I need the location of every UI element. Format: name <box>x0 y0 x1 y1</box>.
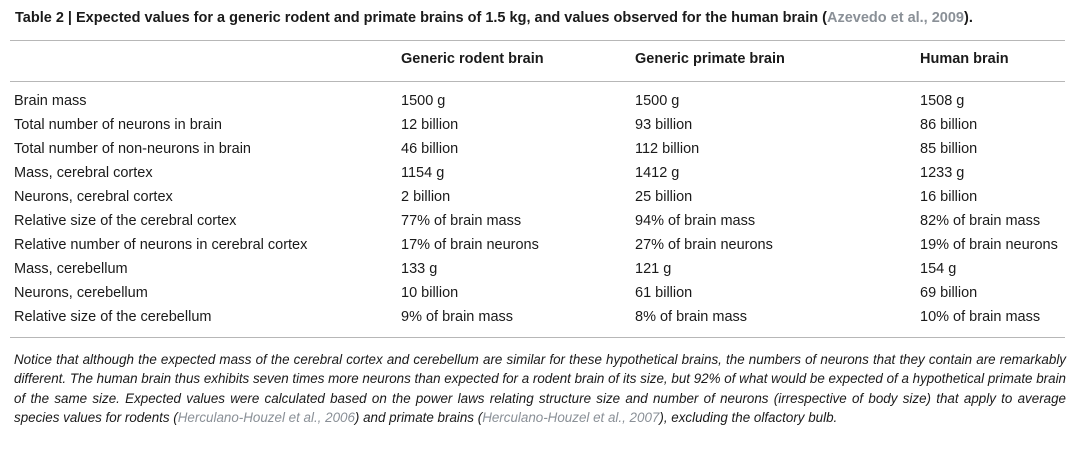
row-label: Mass, cerebellum <box>14 261 128 277</box>
row-label: Neurons, cerebral cortex <box>14 189 173 205</box>
table-row: Total number of non-neurons in brain 46 b… <box>0 137 1080 161</box>
table-cell: 61 billion <box>635 285 693 301</box>
column-header-rodent: Generic rodent brain <box>401 51 544 67</box>
column-header-primate: Generic primate brain <box>635 51 785 67</box>
table-cell: 69 billion <box>920 285 978 301</box>
table-cell: 77% of brain mass <box>401 213 522 229</box>
table-row: Total number of neurons in brain 12 billi… <box>0 113 1080 137</box>
table-cell: 9% of brain mass <box>401 309 514 325</box>
table-row: Neurons, cerebellum 10 billion 61 billion 6… <box>0 281 1080 305</box>
table-cell: 94% of brain mass <box>635 213 756 229</box>
table-top-rule <box>10 40 1065 41</box>
table-row: Mass, cerebellum 133 g 121 g 154 g <box>0 257 1080 281</box>
table-row: Relative size of the cerebral cortex 77% … <box>0 209 1080 233</box>
table-cell: 16 billion <box>920 189 978 205</box>
table-header-rule <box>10 81 1065 82</box>
row-label: Total number of non-neurons in brain <box>14 141 251 157</box>
table-cell: 46 billion <box>401 141 459 157</box>
table-cell: 10 billion <box>401 285 459 301</box>
table-cell: 10% of brain mass <box>920 309 1041 325</box>
table-row: Relative size of the cerebellum 9% of bra… <box>0 305 1080 329</box>
table-cell: 1500 g <box>401 93 446 109</box>
row-label: Brain mass <box>14 93 87 109</box>
table-cell: 121 g <box>635 261 672 277</box>
table-cell: 85 billion <box>920 141 978 157</box>
table-bottom-rule <box>10 337 1065 338</box>
footnote-citation-2007-link[interactable]: Herculano-Houzel et al., 2007 <box>482 409 660 425</box>
table-cell: 86 billion <box>920 117 978 133</box>
table-cell: 17% of brain neurons <box>401 237 539 253</box>
table-caption: Table 2 | Expected values for a generic … <box>15 8 1070 28</box>
table-cell: 112 billion <box>635 141 700 157</box>
table-cell: 27% of brain neurons <box>635 237 773 253</box>
table-cell: 12 billion <box>401 117 459 133</box>
table-cell: 1412 g <box>635 165 680 181</box>
table-body: Brain mass 1500 g 1500 g 1508 g Total number… <box>0 89 1080 329</box>
caption-suffix: ). <box>964 10 973 26</box>
table-cell: 154 g <box>920 261 957 277</box>
row-label: Neurons, cerebellum <box>14 285 148 301</box>
footnote-citation-2006-link[interactable]: Herculano-Houzel et al., 2006 <box>177 409 355 425</box>
row-label: Total number of neurons in brain <box>14 117 222 133</box>
table-cell: 2 billion <box>401 189 451 205</box>
table-row: Mass, cerebral cortex 1154 g 1412 g 1233 g <box>0 161 1080 185</box>
row-label: Mass, cerebral cortex <box>14 165 153 181</box>
table-cell: 1154 g <box>401 165 445 181</box>
table-cell: 1233 g <box>920 165 965 181</box>
table-cell: 19% of brain neurons <box>920 237 1058 253</box>
row-label: Relative number of neurons in cerebral c… <box>14 237 308 253</box>
table-row: Neurons, cerebral cortex 2 billion 25 bill… <box>0 185 1080 209</box>
table-cell: 25 billion <box>635 189 693 205</box>
table-cell: 93 billion <box>635 117 693 133</box>
table-cell: 82% of brain mass <box>920 213 1041 229</box>
footnote-text-3: ), excluding the olfactory bulb. <box>659 409 838 425</box>
footnote-text-1: Notice that although the expected mass o… <box>14 352 1066 425</box>
caption-citation-link[interactable]: Azevedo et al., 2009 <box>826 10 964 26</box>
row-label: Relative size of the cerebral cortex <box>14 213 237 229</box>
row-label: Relative size of the cerebellum <box>14 309 212 325</box>
table-row: Relative number of neurons in cerebral c… <box>0 233 1080 257</box>
caption-text: Table 2 | Expected values for a generic … <box>15 10 827 26</box>
table-row: Brain mass 1500 g 1500 g 1508 g <box>0 89 1080 113</box>
table-cell: 1508 g <box>920 93 965 109</box>
footnote-text-2: ) and primate brains ( <box>354 409 483 425</box>
column-header-human: Human brain <box>920 51 1009 67</box>
table-cell: 133 g <box>401 261 438 277</box>
table-cell: 8% of brain mass <box>635 309 748 325</box>
table-cell: 1500 g <box>635 93 680 109</box>
table-footnote: Notice that although the expected mass o… <box>14 350 1066 427</box>
